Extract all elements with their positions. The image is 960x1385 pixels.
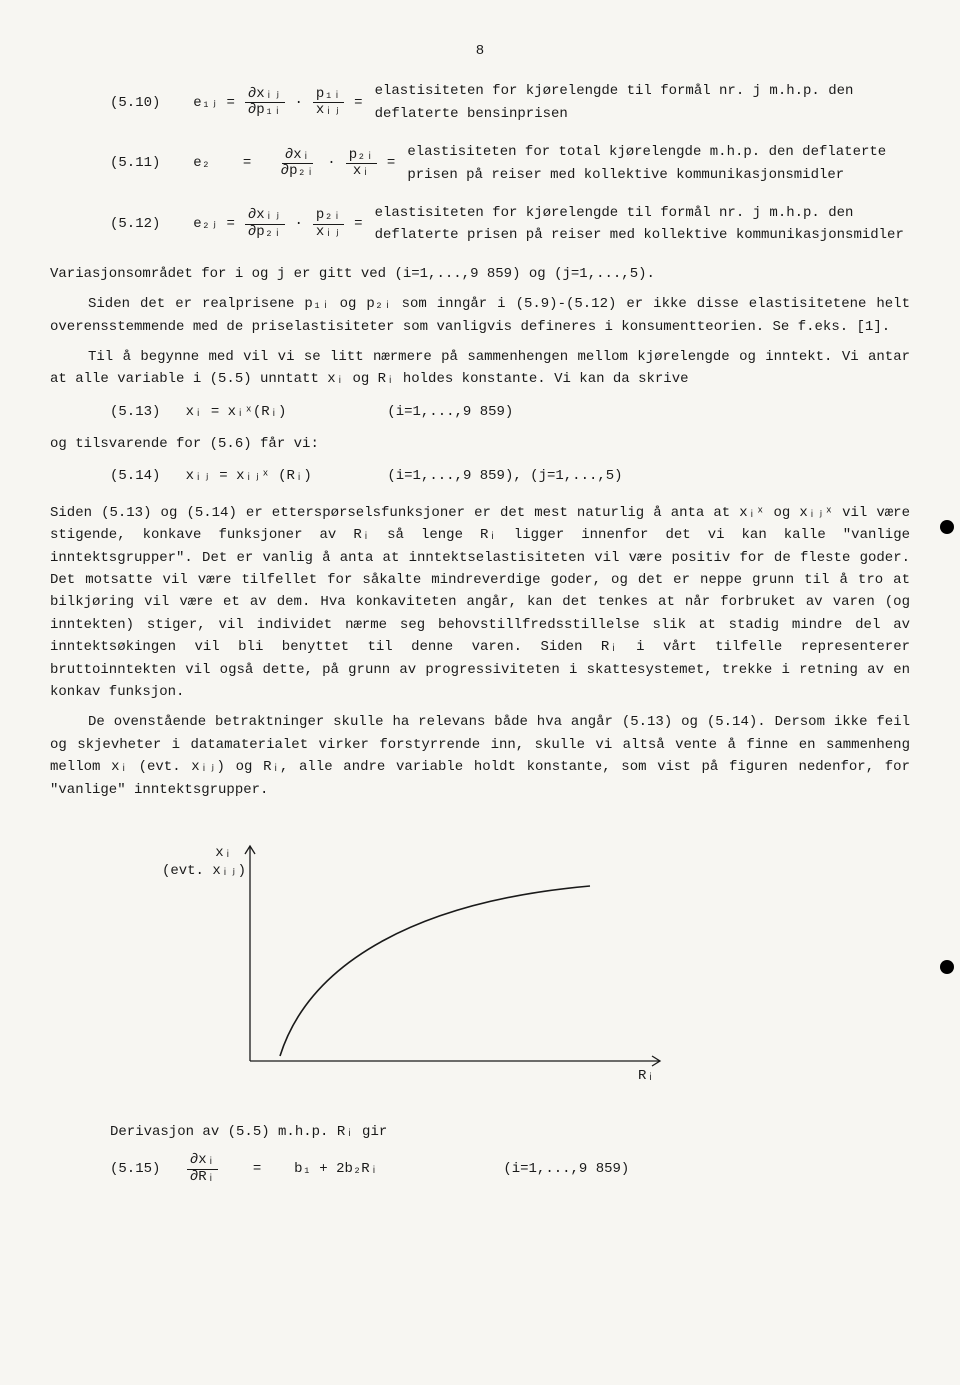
eq-lhs: e₂ xyxy=(193,152,210,174)
equation-5-15: (5.15) ∂xᵢ ∂Rᵢ = b₁ + 2b₂Rᵢ (i=1,...,9 8… xyxy=(110,1153,910,1185)
equation-5-14: (5.14) xᵢⱼ = xᵢⱼˣ (Rᵢ) (i=1,...,9 859), … xyxy=(110,465,910,487)
eq-equals: = xyxy=(354,213,362,235)
eq-fraction-1: ∂xᵢⱼ ∂p₂ᵢ xyxy=(245,208,285,240)
eq-lhs: e₁ⱼ xyxy=(193,92,218,114)
paragraph-7: Derivasjon av (5.5) m.h.p. Rᵢ gir xyxy=(110,1121,910,1143)
equation-5-10: (5.10) e₁ⱼ = ∂xᵢⱼ ∂p₁ᵢ · p₁ᵢ xᵢⱼ = elast… xyxy=(110,80,910,125)
eq-label: (5.11) xyxy=(110,152,160,174)
equation-5-13: (5.13) xᵢ = xᵢˣ(Rᵢ) (i=1,...,9 859) xyxy=(110,401,910,423)
eq-fraction-2: p₂ᵢ xᵢⱼ xyxy=(313,208,344,240)
paragraph-5: Siden (5.13) og (5.14) er etterspørselsf… xyxy=(50,502,910,704)
paragraph-3: Til å begynne med vil vi se litt nærmere… xyxy=(50,346,910,391)
eq-label: (5.15) xyxy=(110,1158,160,1180)
eq-range: (i=1,...,9 859) xyxy=(387,404,513,420)
eq-fraction-1: ∂xᵢⱼ ∂p₁ᵢ xyxy=(245,87,285,119)
eq-label: (5.12) xyxy=(110,213,160,235)
eq-equals: = xyxy=(354,92,362,114)
eq-body: xᵢⱼ = xᵢⱼˣ (Rᵢ) xyxy=(186,468,312,484)
eq-equals: = xyxy=(253,1158,261,1180)
eq-fraction-1: ∂xᵢ ∂p₂ᵢ xyxy=(278,148,318,180)
eq-lhs-fraction: ∂xᵢ ∂Rᵢ xyxy=(187,1153,218,1185)
concave-curve-chart: xᵢ (evt. xᵢⱼ) Rᵢ xyxy=(160,831,910,1091)
page-number: 8 xyxy=(50,40,910,62)
eq-fraction-2: p₁ᵢ xᵢⱼ xyxy=(313,87,344,119)
eq-equals: = xyxy=(243,152,251,174)
eq-equals: = xyxy=(226,213,234,235)
chart-svg: xᵢ (evt. xᵢⱼ) Rᵢ xyxy=(160,831,680,1091)
paragraph-1: Variasjonsområdet for i og j er gitt ved… xyxy=(50,263,910,285)
paragraph-4: og tilsvarende for (5.6) får vi: xyxy=(50,433,910,455)
eq-label: (5.14) xyxy=(110,468,160,484)
eq-label: (5.13) xyxy=(110,404,160,420)
eq-rhs: b₁ + 2b₂Rᵢ xyxy=(294,1158,378,1180)
equation-5-11: (5.11) e₂ = ∂xᵢ ∂p₂ᵢ · p₂ᵢ xᵢ = elastisi… xyxy=(110,141,910,186)
eq-equals: = xyxy=(226,92,234,114)
eq-dot: · xyxy=(295,213,303,235)
page-edge-dot xyxy=(940,960,954,974)
eq-range: (i=1,...,9 859) xyxy=(503,1158,629,1180)
eq-dot: · xyxy=(295,92,303,114)
eq-fraction-2: p₂ᵢ xᵢ xyxy=(346,148,377,180)
eq-description: elastisiteten for kjørelengde til formål… xyxy=(375,80,910,125)
eq-label: (5.10) xyxy=(110,92,160,114)
eq-description: elastisiteten for kjørelengde til formål… xyxy=(375,202,910,247)
page-edge-dot xyxy=(940,520,954,534)
eq-equals: = xyxy=(387,152,395,174)
paragraph-6: De ovenstående betraktninger skulle ha r… xyxy=(50,711,910,801)
svg-text:xᵢ: xᵢ xyxy=(215,845,232,861)
svg-text:Rᵢ: Rᵢ xyxy=(638,1068,655,1084)
eq-dot: · xyxy=(327,152,335,174)
svg-text:(evt. xᵢⱼ): (evt. xᵢⱼ) xyxy=(162,863,246,879)
eq-description: elastisiteten for total kjørelengde m.h.… xyxy=(407,141,910,186)
eq-lhs: e₂ⱼ xyxy=(193,213,218,235)
eq-range: (i=1,...,9 859), (j=1,...,5) xyxy=(387,468,622,484)
equation-5-12: (5.12) e₂ⱼ = ∂xᵢⱼ ∂p₂ᵢ · p₂ᵢ xᵢⱼ = elast… xyxy=(110,202,910,247)
eq-body: xᵢ = xᵢˣ(Rᵢ) xyxy=(186,404,287,420)
paragraph-2: Siden det er realprisene p₁ᵢ og p₂ᵢ som … xyxy=(50,293,910,338)
